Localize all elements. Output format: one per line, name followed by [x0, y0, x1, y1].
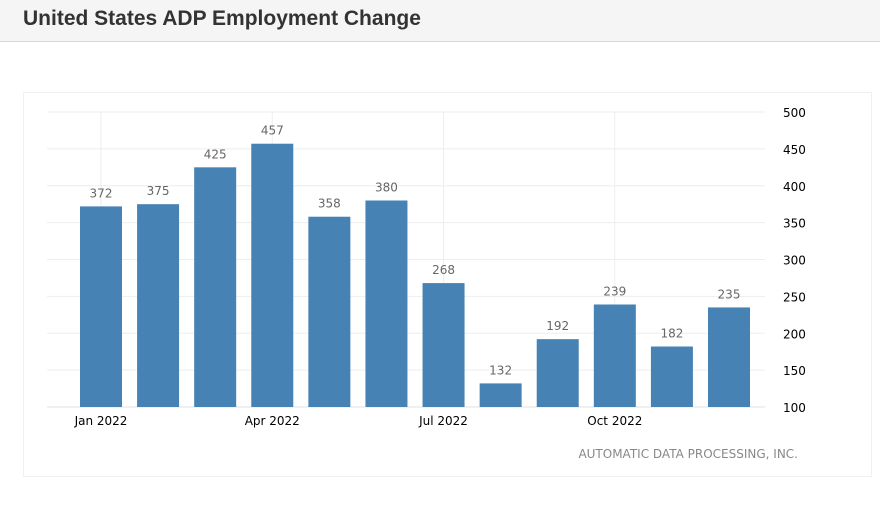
- x-tick-label: Apr 2022: [245, 414, 300, 428]
- y-tick-label: 350: [783, 217, 806, 231]
- data-label: 358: [318, 197, 341, 211]
- bar-mar-2022[interactable]: [194, 167, 237, 407]
- bar-aug-2022[interactable]: [479, 383, 522, 407]
- data-label: 132: [489, 363, 512, 377]
- x-tick-label: Jul 2022: [418, 414, 468, 428]
- bar-may-2022[interactable]: [308, 216, 351, 407]
- bar-sep-2022[interactable]: [536, 339, 579, 407]
- data-label: 425: [204, 147, 227, 161]
- data-label: 235: [718, 287, 741, 301]
- y-tick-label: 400: [783, 180, 806, 194]
- bar-jun-2022[interactable]: [365, 200, 408, 408]
- y-tick-label: 100: [783, 401, 806, 415]
- y-tick-label: 500: [783, 106, 806, 120]
- data-label: 375: [147, 184, 170, 198]
- header: United States ADP Employment Change: [0, 0, 880, 42]
- chart-card: [23, 92, 872, 477]
- page-title: United States ADP Employment Change: [23, 7, 421, 30]
- data-label: 457: [261, 124, 284, 138]
- data-label: 380: [375, 181, 398, 195]
- data-label: 192: [546, 319, 569, 333]
- y-tick-label: 450: [783, 143, 806, 157]
- data-label: 182: [660, 327, 683, 341]
- bar-nov-2022[interactable]: [650, 346, 693, 407]
- data-label: 372: [90, 186, 113, 200]
- bar-feb-2022[interactable]: [137, 204, 180, 407]
- source-label: AUTOMATIC DATA PROCESSING, INC.: [578, 447, 798, 461]
- bar-oct-2022[interactable]: [593, 304, 636, 407]
- data-label: 239: [603, 284, 626, 298]
- y-tick-label: 300: [783, 254, 806, 268]
- bar-dec-2022[interactable]: [708, 307, 750, 407]
- bar-jan-2022[interactable]: [80, 206, 122, 407]
- bar-apr-2022[interactable]: [251, 143, 294, 407]
- data-label: 268: [432, 263, 455, 277]
- x-tick-label: Oct 2022: [587, 414, 642, 428]
- y-tick-label: 150: [783, 364, 806, 378]
- y-tick-label: 250: [783, 290, 806, 304]
- bar-jul-2022[interactable]: [422, 283, 465, 407]
- x-tick-label: Jan 2022: [74, 414, 128, 428]
- y-tick-label: 200: [783, 327, 806, 341]
